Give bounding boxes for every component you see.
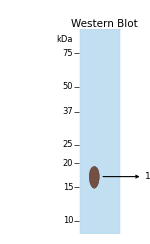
Text: 17kDa: 17kDa bbox=[144, 172, 150, 181]
Text: 20: 20 bbox=[63, 159, 73, 168]
Text: 15: 15 bbox=[63, 183, 73, 192]
Text: 75: 75 bbox=[63, 49, 73, 58]
Text: 50: 50 bbox=[63, 82, 73, 92]
Text: 25: 25 bbox=[63, 140, 73, 149]
Text: 37: 37 bbox=[62, 107, 73, 116]
Text: Western Blot: Western Blot bbox=[71, 19, 138, 29]
Ellipse shape bbox=[89, 166, 99, 188]
FancyBboxPatch shape bbox=[80, 29, 120, 234]
Text: kDa: kDa bbox=[57, 35, 73, 44]
Text: 10: 10 bbox=[63, 216, 73, 225]
